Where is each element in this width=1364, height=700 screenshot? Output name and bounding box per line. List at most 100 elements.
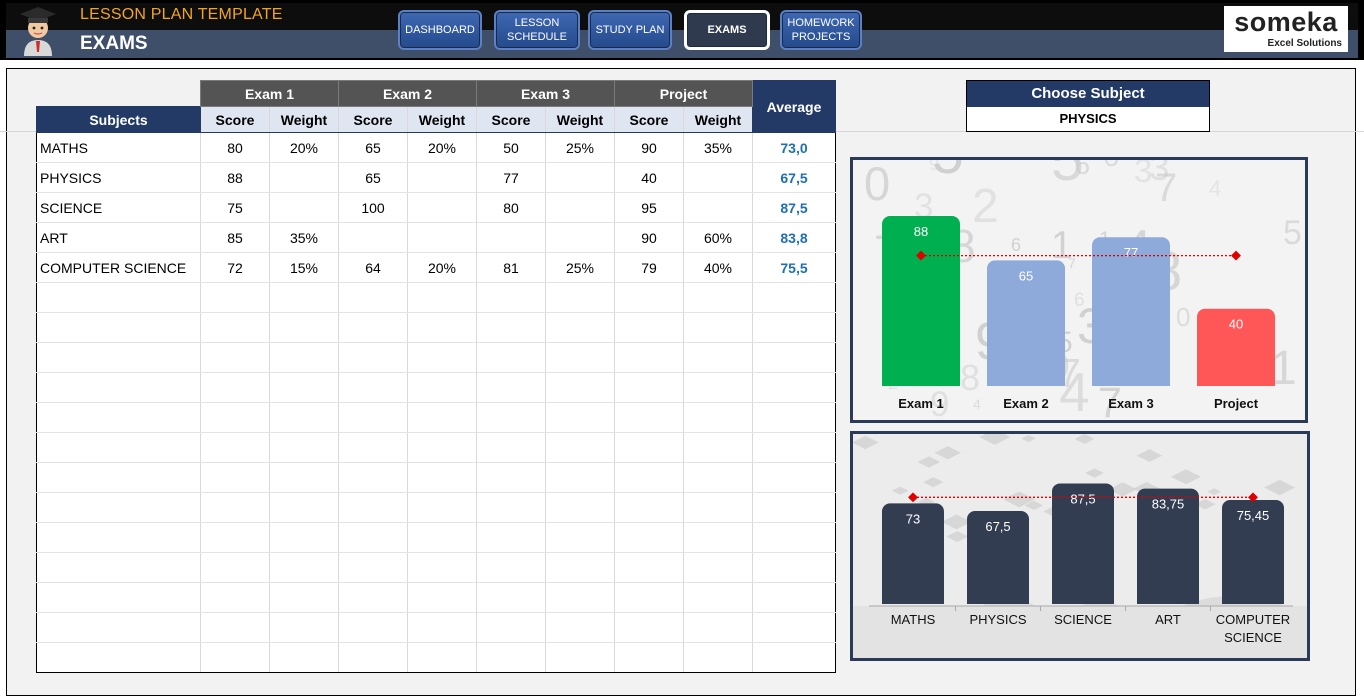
score-cell[interactable]	[614, 462, 684, 493]
score-cell[interactable]: 80	[476, 192, 546, 223]
score-cell[interactable]: 50	[476, 132, 546, 163]
weight-cell[interactable]: 25%	[545, 252, 615, 283]
score-cell[interactable]	[614, 582, 684, 613]
subject-select[interactable]: PHYSICS	[1059, 111, 1117, 126]
weight-cell[interactable]	[269, 492, 339, 523]
score-cell[interactable]	[614, 492, 684, 523]
weight-cell[interactable]	[545, 432, 615, 463]
weight-cell[interactable]	[269, 312, 339, 343]
score-cell[interactable]: 40	[614, 162, 684, 193]
subject-cell[interactable]	[36, 432, 201, 463]
average-cell[interactable]	[752, 582, 836, 613]
weight-cell[interactable]	[683, 462, 753, 493]
weight-cell[interactable]	[269, 462, 339, 493]
score-cell[interactable]	[476, 582, 546, 613]
weight-cell[interactable]	[269, 582, 339, 613]
score-cell[interactable]	[614, 432, 684, 463]
weight-cell[interactable]	[407, 582, 477, 613]
weight-cell[interactable]	[545, 552, 615, 583]
weight-cell[interactable]	[407, 612, 477, 643]
weight-cell[interactable]	[269, 192, 339, 223]
weight-cell[interactable]	[269, 342, 339, 373]
score-cell[interactable]	[200, 582, 270, 613]
weight-cell[interactable]	[545, 192, 615, 223]
score-cell[interactable]	[338, 372, 408, 403]
weight-cell[interactable]	[269, 612, 339, 643]
score-cell[interactable]	[338, 222, 408, 253]
subject-cell[interactable]: SCIENCE	[36, 192, 201, 223]
weight-cell[interactable]	[545, 312, 615, 343]
weight-cell[interactable]	[683, 522, 753, 553]
weight-cell[interactable]	[545, 162, 615, 193]
average-cell[interactable]: 83,8	[752, 222, 836, 253]
weight-cell[interactable]	[683, 162, 753, 193]
score-cell[interactable]	[200, 552, 270, 583]
average-cell[interactable]	[752, 342, 836, 373]
score-cell[interactable]	[200, 522, 270, 553]
score-cell[interactable]	[338, 492, 408, 523]
subject-cell[interactable]	[36, 642, 201, 673]
weight-cell[interactable]	[683, 312, 753, 343]
weight-cell[interactable]	[269, 642, 339, 673]
score-cell[interactable]	[614, 342, 684, 373]
subject-cell[interactable]	[36, 372, 201, 403]
weight-cell[interactable]	[683, 342, 753, 373]
weight-cell[interactable]	[407, 462, 477, 493]
score-cell[interactable]	[614, 312, 684, 343]
subject-cell[interactable]	[36, 312, 201, 343]
weight-cell[interactable]	[407, 522, 477, 553]
weight-cell[interactable]	[269, 162, 339, 193]
score-cell[interactable]: 88	[200, 162, 270, 193]
weight-cell[interactable]: 60%	[683, 222, 753, 253]
score-cell[interactable]	[338, 612, 408, 643]
weight-cell[interactable]: 15%	[269, 252, 339, 283]
subject-cell[interactable]	[36, 582, 201, 613]
score-cell[interactable]	[476, 612, 546, 643]
score-cell[interactable]	[614, 612, 684, 643]
score-cell[interactable]	[338, 552, 408, 583]
score-cell[interactable]	[200, 432, 270, 463]
subject-cell[interactable]	[36, 522, 201, 553]
weight-cell[interactable]	[407, 192, 477, 223]
weight-cell[interactable]	[545, 492, 615, 523]
weight-cell[interactable]	[545, 642, 615, 673]
average-cell[interactable]	[752, 612, 836, 643]
average-cell[interactable]: 73,0	[752, 132, 836, 163]
score-cell[interactable]	[476, 432, 546, 463]
score-cell[interactable]	[338, 282, 408, 313]
weight-cell[interactable]	[545, 522, 615, 553]
subject-cell[interactable]	[36, 492, 201, 523]
score-cell[interactable]	[338, 642, 408, 673]
score-cell[interactable]	[614, 552, 684, 583]
score-cell[interactable]	[614, 402, 684, 433]
subject-cell[interactable]: PHYSICS	[36, 162, 201, 193]
weight-cell[interactable]	[545, 282, 615, 313]
weight-cell[interactable]	[683, 282, 753, 313]
score-cell[interactable]	[200, 402, 270, 433]
weight-cell[interactable]: 40%	[683, 252, 753, 283]
score-cell[interactable]: 80	[200, 132, 270, 163]
score-cell[interactable]	[476, 402, 546, 433]
average-cell[interactable]	[752, 402, 836, 433]
weight-cell[interactable]	[683, 612, 753, 643]
weight-cell[interactable]	[269, 282, 339, 313]
score-cell[interactable]	[200, 462, 270, 493]
weight-cell[interactable]	[407, 642, 477, 673]
subject-cell[interactable]: ART	[36, 222, 201, 253]
weight-cell[interactable]	[683, 642, 753, 673]
score-cell[interactable]	[200, 612, 270, 643]
weight-cell[interactable]	[407, 222, 477, 253]
average-cell[interactable]	[752, 642, 836, 673]
average-cell[interactable]: 67,5	[752, 162, 836, 193]
weight-cell[interactable]	[407, 402, 477, 433]
average-cell[interactable]	[752, 462, 836, 493]
score-cell[interactable]: 100	[338, 192, 408, 223]
average-cell[interactable]	[752, 522, 836, 553]
score-cell[interactable]	[476, 282, 546, 313]
score-cell[interactable]: 90	[614, 222, 684, 253]
weight-cell[interactable]: 35%	[269, 222, 339, 253]
weight-cell[interactable]	[545, 222, 615, 253]
score-cell[interactable]	[338, 402, 408, 433]
score-cell[interactable]	[476, 642, 546, 673]
score-cell[interactable]	[338, 582, 408, 613]
